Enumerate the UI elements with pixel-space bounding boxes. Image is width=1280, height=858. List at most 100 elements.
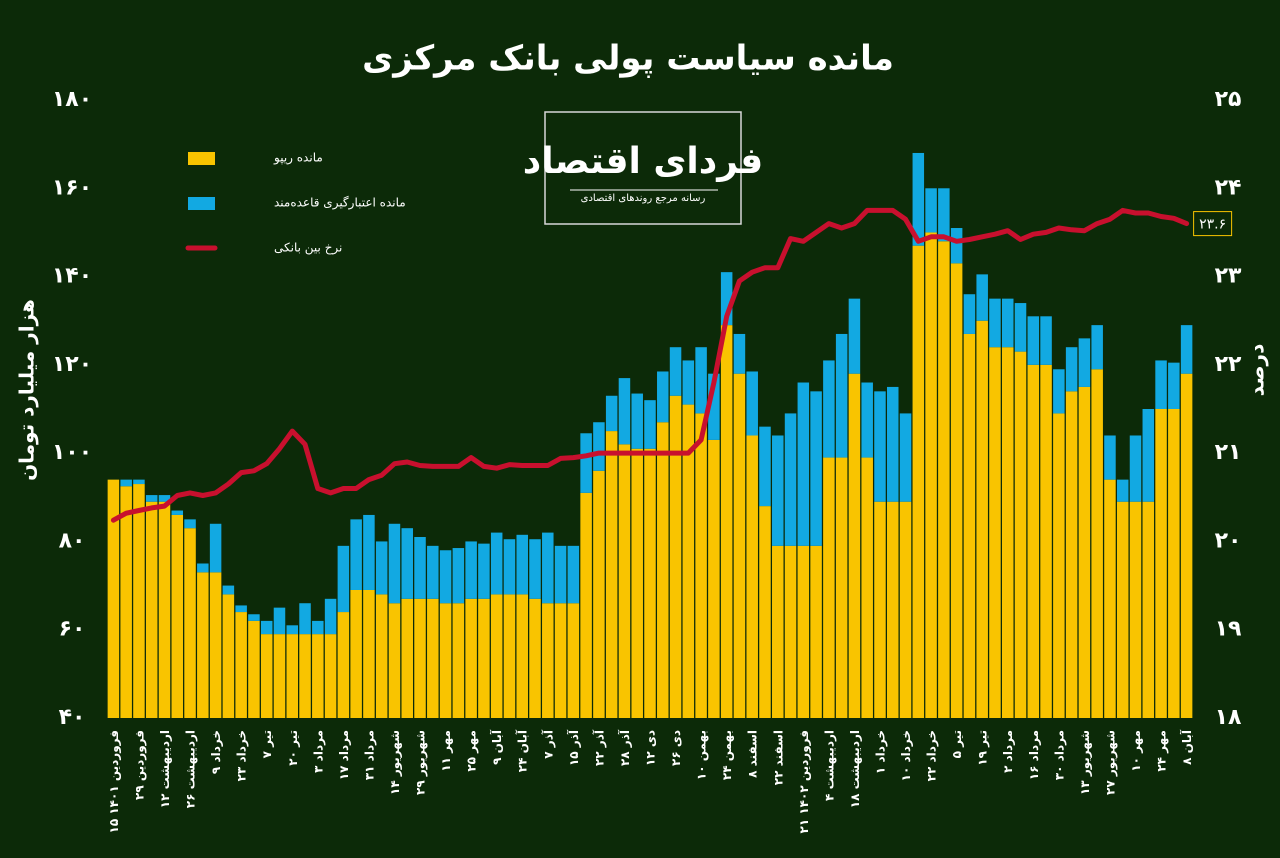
bar <box>1104 479 1116 718</box>
bar <box>618 378 631 445</box>
x-tick-label: ۱۰ بهمن <box>695 730 709 780</box>
y2-tick-label: ۲۲ <box>1215 352 1242 377</box>
bar <box>605 431 618 718</box>
legend-label: مانده ریپو <box>273 151 323 166</box>
bar <box>414 598 426 718</box>
bar <box>835 333 848 458</box>
bar <box>222 594 235 718</box>
bar <box>222 585 235 595</box>
bar <box>452 548 465 604</box>
bar <box>784 545 797 718</box>
y2-tick-label: ۲۰ <box>1215 528 1242 553</box>
bar <box>184 519 196 529</box>
bar <box>235 605 247 613</box>
y2-tick-label: ۱۸ <box>1215 705 1242 730</box>
bar <box>861 382 873 458</box>
bar <box>1142 409 1155 502</box>
bar <box>861 457 873 718</box>
bar <box>938 188 950 242</box>
bar <box>439 603 452 718</box>
x-tick-label: ۸ آبان <box>1179 729 1194 765</box>
bar <box>452 603 465 718</box>
x-tick-label: ۲۸ آذر <box>617 729 632 766</box>
bar <box>631 393 643 449</box>
x-tick-label: ۷ آذر <box>540 729 555 759</box>
x-tick-label: ۱۷ مرداد <box>337 730 351 780</box>
x-tick-label: ۹ خرداد <box>209 730 223 774</box>
x-tick-label: ۲۵ مهر <box>465 730 479 772</box>
bar <box>1129 435 1142 502</box>
bar <box>503 594 516 718</box>
bar <box>733 333 746 374</box>
bar <box>1091 369 1103 718</box>
x-tick-label: ۹ آبان <box>489 729 504 765</box>
bar <box>401 528 413 599</box>
bar <box>1168 409 1180 718</box>
legend-label: نرخ بین بانکی <box>274 241 342 256</box>
x-tick-label: ۲۹ شهریور <box>414 730 429 795</box>
logo-box <box>544 111 742 225</box>
line <box>110 207 1190 523</box>
bar <box>1116 501 1129 718</box>
bar <box>209 572 222 718</box>
bar <box>835 457 848 718</box>
x-tick-label: ۲۴ آبان <box>515 729 530 772</box>
bar <box>950 228 963 264</box>
bar <box>350 519 362 590</box>
x-tick-label: ۲۲ خرداد <box>925 730 939 781</box>
bar <box>593 470 605 718</box>
bar <box>669 395 682 718</box>
bar <box>848 373 861 718</box>
bar <box>899 413 912 502</box>
bar <box>542 532 554 604</box>
bar <box>490 594 503 718</box>
bar <box>414 537 426 599</box>
y-tick-label: ۱۰۰ <box>52 440 92 465</box>
bar <box>593 422 605 471</box>
bar <box>759 426 771 507</box>
bar <box>631 448 643 718</box>
bar <box>1065 347 1078 392</box>
x-tick-label: ۲۶ دی <box>669 730 683 766</box>
x-tick-label: ۵ تیر <box>950 730 964 758</box>
bar <box>810 391 822 546</box>
bar <box>669 347 682 396</box>
bar <box>1040 364 1052 718</box>
bar <box>388 523 401 604</box>
bar <box>503 539 516 595</box>
bar <box>708 373 720 440</box>
bar <box>516 594 528 718</box>
bar <box>299 634 311 718</box>
bar <box>963 333 976 718</box>
value-label: ۲۳.۶ <box>1199 217 1226 233</box>
bar <box>823 457 835 718</box>
bar <box>465 598 477 718</box>
y2-tick-label: ۲۵ <box>1215 87 1242 112</box>
y-tick-label: ۸۰ <box>59 528 86 553</box>
bar <box>260 634 273 718</box>
y-tick-label: ۱۲۰ <box>52 352 92 377</box>
bar <box>1014 351 1027 718</box>
bar <box>427 598 439 718</box>
bar <box>848 298 861 374</box>
bar <box>899 501 912 718</box>
bar <box>248 614 260 621</box>
bar <box>605 395 618 432</box>
bar <box>363 589 375 718</box>
bar <box>1001 298 1014 348</box>
bar <box>925 232 937 718</box>
bar <box>542 603 554 718</box>
bar <box>695 413 707 718</box>
x-tick-label: ۲۳ خرداد <box>235 730 249 781</box>
bar <box>976 320 988 718</box>
bar <box>746 371 758 436</box>
x-tick-label: ۱۰ خرداد <box>899 730 913 781</box>
x-tick-label: ۲۶ اردیبهشت <box>184 730 198 808</box>
y2-axis-label: درصد <box>1245 344 1269 397</box>
x-tick-label: ۱۹ تیر <box>976 730 990 766</box>
bar <box>197 572 209 718</box>
bar <box>989 347 1001 718</box>
bar <box>1027 364 1040 718</box>
